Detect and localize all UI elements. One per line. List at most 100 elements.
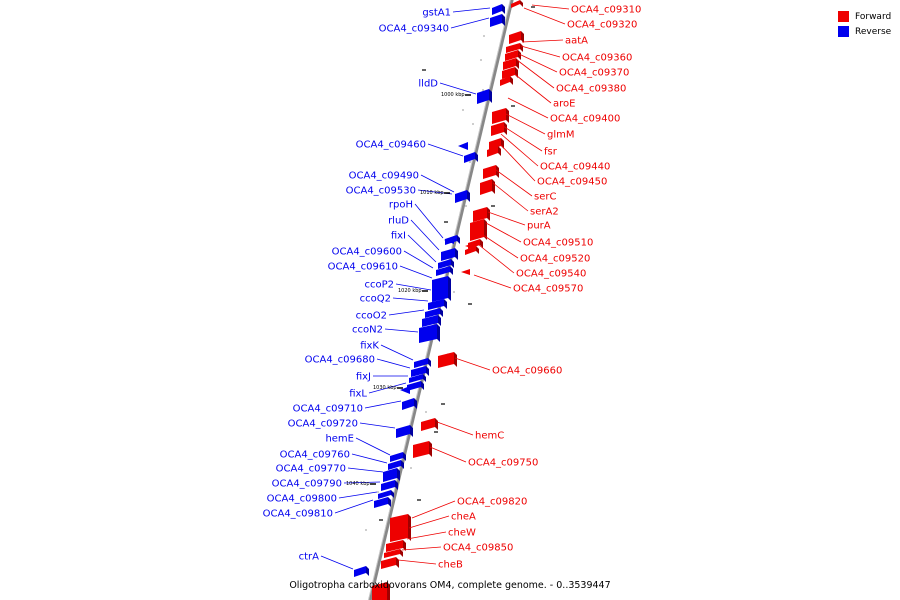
- gene-label-ccon2[interactable]: ccoN2: [352, 325, 383, 336]
- gene-label-ccoq2[interactable]: ccoQ2: [360, 294, 391, 305]
- gene-label-oca4-c09450[interactable]: OCA4_c09450: [537, 177, 607, 188]
- gene-label-fixk[interactable]: fixK: [360, 341, 379, 352]
- leader-line-oca4-c09810: [334, 499, 374, 514]
- gene-label-aata[interactable]: aatA: [565, 36, 588, 47]
- gene-label-oca4-c09510[interactable]: OCA4_c09510: [523, 238, 593, 249]
- leader-line-oca4-c09310: [531, 4, 570, 10]
- gene-label-oca4-c09380[interactable]: OCA4_c09380: [556, 84, 626, 95]
- leader-line-rpoh: [414, 203, 444, 239]
- forward-gene-block: [492, 108, 509, 124]
- leader-line-oca4-c09800: [338, 491, 378, 499]
- forward-gene-block: [438, 352, 457, 368]
- reverse-gene-block: [396, 425, 413, 438]
- gene-label-chew[interactable]: cheW: [448, 528, 476, 539]
- gene-label-oca4-c09680[interactable]: OCA4_c09680: [305, 355, 375, 366]
- forward-gene-block: [473, 207, 490, 222]
- scale-tick-label: 1020 kbp: [398, 288, 422, 294]
- gene-label-pura[interactable]: purA: [527, 221, 551, 232]
- leader-line-fsr: [502, 125, 543, 152]
- gene-label-lldd[interactable]: lldD: [418, 79, 438, 90]
- gene-label-oca4-c09760[interactable]: OCA4_c09760: [280, 450, 350, 461]
- gene-label-oca4-c09440[interactable]: OCA4_c09440: [540, 162, 610, 173]
- leader-line-oca4-c09820: [411, 500, 456, 519]
- gene-label-fixj[interactable]: fixJ: [356, 372, 371, 383]
- gene-label-aroe[interactable]: aroE: [553, 99, 575, 110]
- reverse-gene-block: [438, 259, 454, 269]
- leader-line-ccop2: [395, 283, 432, 291]
- forward-gene-block: [480, 179, 495, 195]
- gene-label-oca4-c09320[interactable]: OCA4_c09320: [567, 20, 637, 31]
- leader-line-oca4-c09600: [403, 250, 434, 269]
- gene-label-rlud[interactable]: rluD: [388, 216, 409, 227]
- gene-label-cheb[interactable]: cheB: [438, 560, 463, 571]
- leader-line-ccoo2: [388, 309, 425, 316]
- gene-label-heme[interactable]: hemE: [325, 434, 354, 445]
- leader-line-glmm: [505, 113, 546, 135]
- gene-label-oca4-c09530[interactable]: OCA4_c09530: [346, 186, 416, 197]
- gene-label-rpoh[interactable]: rpoH: [389, 200, 413, 211]
- leader-line-oca4-c09660: [454, 357, 491, 371]
- forward-arrow: [465, 243, 474, 249]
- leader-line-oca4-c09360: [520, 45, 561, 58]
- position-dot: [410, 467, 412, 469]
- gene-label-fixi[interactable]: fixI: [391, 231, 406, 242]
- forward-gene-block: [390, 514, 411, 542]
- gene-label-oca4-c09800[interactable]: OCA4_c09800: [267, 494, 337, 505]
- scale-tick-label: 1010 kbp: [420, 190, 444, 196]
- gene-label-oca4-c09820[interactable]: OCA4_c09820: [457, 497, 527, 508]
- forward-gene-block: [483, 165, 499, 179]
- forward-gene-block: [487, 146, 501, 157]
- leader-line-oca4-c09340: [450, 17, 490, 29]
- position-dot: [465, 205, 467, 207]
- scale-tick-label: 1000 kbp: [441, 92, 465, 98]
- reverse-gene-block: [411, 366, 429, 377]
- gene-label-oca4-c09790[interactable]: OCA4_c09790: [272, 479, 342, 490]
- gene-label-oca4-c09360[interactable]: OCA4_c09360: [562, 53, 632, 64]
- gene-label-oca4-c09850[interactable]: OCA4_c09850: [443, 543, 513, 554]
- gene-label-gsta1[interactable]: gstA1: [422, 8, 451, 19]
- gene-label-oca4-c09810[interactable]: OCA4_c09810: [263, 509, 333, 520]
- gene-label-serc[interactable]: serC: [534, 192, 556, 203]
- gene-label-fsr[interactable]: fsr: [544, 147, 558, 158]
- position-dot: [365, 529, 367, 531]
- legend-label-forward: Forward: [855, 11, 892, 22]
- leader-line-hemc: [436, 421, 474, 436]
- leader-line-oca4-c09510: [485, 222, 522, 243]
- gene-label-oca4-c09400[interactable]: OCA4_c09400: [550, 114, 620, 125]
- reverse-gene-block: [425, 308, 443, 318]
- forward-gene-block: [413, 441, 432, 458]
- leader-line-oca4-c09710: [364, 400, 402, 409]
- gene-label-sera2[interactable]: serA2: [530, 207, 559, 218]
- gene-label-chea[interactable]: cheA: [451, 512, 476, 523]
- gene-label-oca4-c09600[interactable]: OCA4_c09600: [332, 247, 402, 258]
- gene-label-oca4-c09660[interactable]: OCA4_c09660: [492, 366, 562, 377]
- leader-line-cheb: [397, 559, 437, 565]
- gene-label-oca4-c09720[interactable]: OCA4_c09720: [288, 419, 358, 430]
- gene-label-oca4-c09490[interactable]: OCA4_c09490: [349, 171, 419, 182]
- gene-label-oca4-c09540[interactable]: OCA4_c09540: [516, 269, 586, 280]
- gene-label-ctra[interactable]: ctrA: [299, 552, 320, 563]
- gene-label-oca4-c09610[interactable]: OCA4_c09610: [328, 262, 398, 273]
- gene-label-oca4-c09710[interactable]: OCA4_c09710: [293, 404, 363, 415]
- gene-label-oca4-c09370[interactable]: OCA4_c09370: [559, 68, 629, 79]
- gene-label-hemc[interactable]: hemC: [475, 431, 504, 442]
- gene-label-glmm[interactable]: glmM: [547, 130, 575, 141]
- gene-label-oca4-c09460[interactable]: OCA4_c09460: [356, 140, 426, 151]
- leader-line-oca4-c09450: [498, 142, 536, 182]
- gene-label-fixl[interactable]: fixL: [349, 389, 367, 400]
- forward-gene-block: [505, 50, 521, 61]
- gene-label-oca4-c09310[interactable]: OCA4_c09310: [571, 5, 641, 16]
- gene-label-oca4-c09770[interactable]: OCA4_c09770: [276, 464, 346, 475]
- leader-line-oca4-c09790: [343, 481, 381, 484]
- reverse-gene-block: [390, 452, 406, 462]
- reverse-gene-block: [419, 324, 440, 343]
- gene-label-ccoo2[interactable]: ccoO2: [356, 311, 387, 322]
- gene-label-ccop2[interactable]: ccoP2: [364, 280, 394, 291]
- gene-label-oca4-c09750[interactable]: OCA4_c09750: [468, 458, 538, 469]
- forward-gene-block: [509, 31, 524, 44]
- forward-gene-block: [491, 122, 507, 136]
- gene-label-oca4-c09340[interactable]: OCA4_c09340: [379, 24, 449, 35]
- gene-label-oca4-c09520[interactable]: OCA4_c09520: [520, 254, 590, 265]
- gene-label-oca4-c09570[interactable]: OCA4_c09570: [513, 284, 583, 295]
